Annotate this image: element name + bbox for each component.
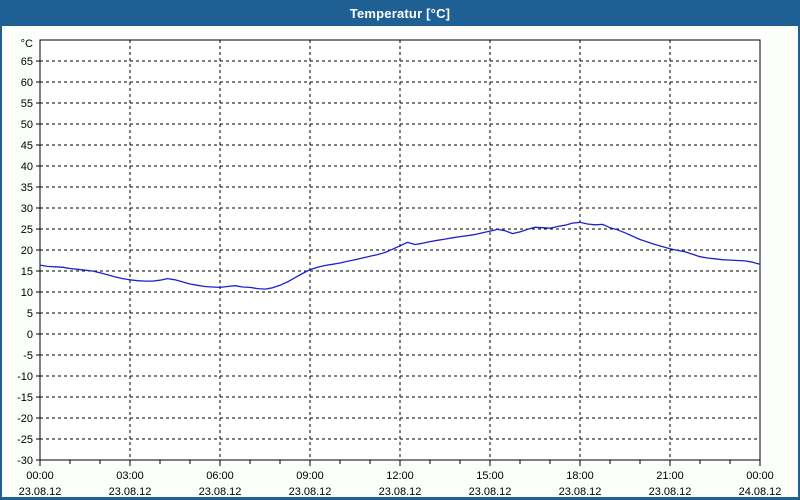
y-tick-label: 20	[21, 245, 33, 257]
y-tick-label: -20	[17, 413, 33, 425]
x-date-label: 24.08.12	[739, 486, 782, 497]
x-time-label: 06:00	[206, 470, 234, 482]
x-time-label: 15:00	[476, 470, 504, 482]
y-tick-label: 30	[21, 203, 33, 215]
x-date-label: 23.08.12	[19, 486, 62, 497]
x-date-label: 23.08.12	[469, 486, 512, 497]
x-date-label: 23.08.12	[109, 486, 152, 497]
y-tick-label: 0	[27, 329, 33, 341]
y-tick-label: 5	[27, 308, 33, 320]
x-date-label: 23.08.12	[199, 486, 242, 497]
y-unit-label: °C	[21, 38, 33, 50]
y-tick-label: -15	[17, 392, 33, 404]
temperature-chart: -30 -25 -20 -15 -10 -5 0 5 10 15 20 25 30 35 40 45 50 55 6…	[17, 38, 782, 497]
x-time-label: 09:00	[296, 470, 324, 482]
chart-area: -30 -25 -20 -15 -10 -5 0 5 10 15 20 25 30 35 40 45 50 55 6…	[2, 26, 798, 497]
x-date-label: 23.08.12	[559, 486, 602, 497]
y-tick-label: 45	[21, 140, 33, 152]
y-tick-label: 65	[21, 56, 33, 68]
window-title: Temperatur [°C]	[349, 5, 451, 21]
temperature-line	[39, 221, 761, 290]
x-time-label: 00:00	[26, 470, 54, 482]
x-time-label: 21:00	[656, 470, 684, 482]
y-tick-label: 40	[21, 161, 33, 173]
y-tick-label: 55	[21, 98, 33, 110]
x-date-label: 23.08.12	[649, 486, 692, 497]
x-time-label: 00:00	[746, 470, 774, 482]
x-date-label: 23.08.12	[289, 486, 332, 497]
y-tick-label: -25	[17, 434, 33, 446]
y-tick-label: -5	[23, 350, 33, 362]
x-time-label: 18:00	[566, 470, 594, 482]
window-titlebar[interactable]: Temperatur [°C]	[2, 0, 798, 26]
y-tick-label: 35	[21, 182, 33, 194]
x-time-label: 03:00	[116, 470, 144, 482]
y-tick-label: 10	[21, 287, 33, 299]
y-tick-label: 15	[21, 266, 33, 278]
x-date-label: 23.08.12	[379, 486, 422, 497]
y-tick-label: -10	[17, 371, 33, 383]
y-tick-label: 60	[21, 77, 33, 89]
y-tick-label: 50	[21, 119, 33, 131]
y-tick-label: 25	[21, 224, 33, 236]
y-tick-label: -30	[17, 455, 33, 467]
x-time-label: 12:00	[386, 470, 414, 482]
